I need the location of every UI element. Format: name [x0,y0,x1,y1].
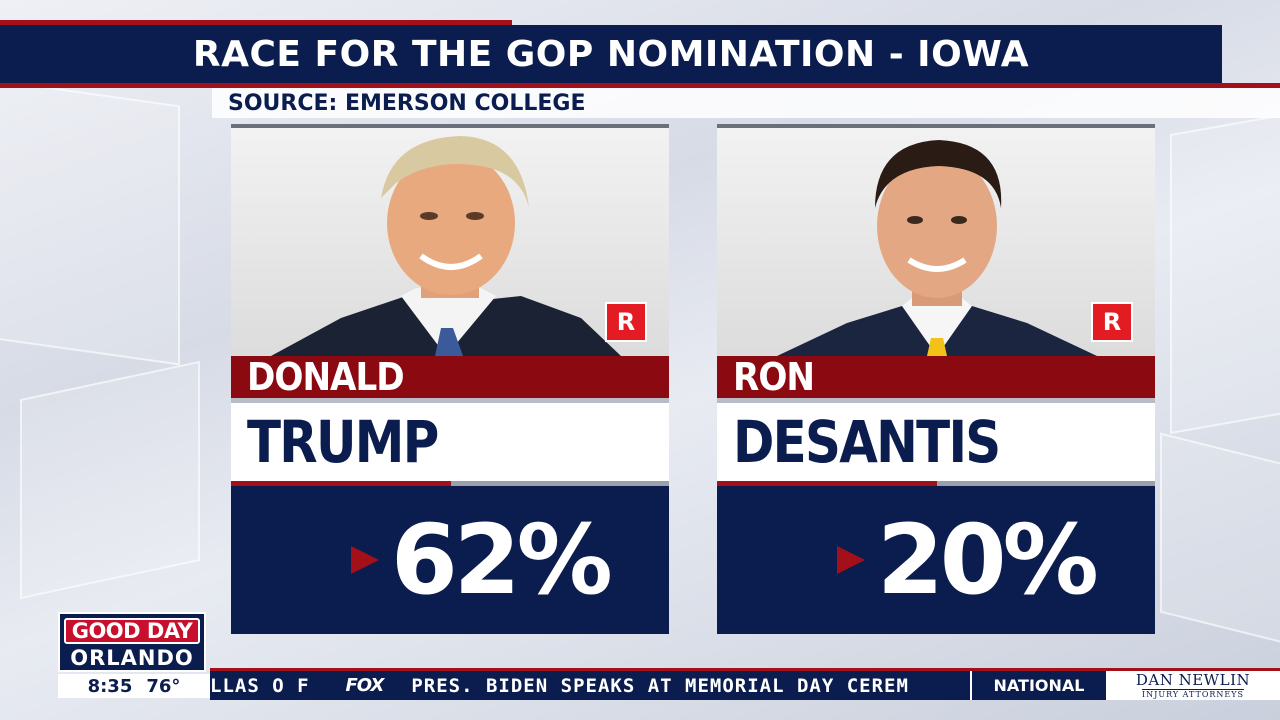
poll-percentage: 62% [391,504,613,616]
graphic-title: RACE FOR THE GOP NOMINATION - IOWA [0,25,1222,83]
name-divider [231,398,669,403]
candidate-photo-trump: R [231,128,669,356]
card-top-line [231,124,669,128]
party-badge-republican: R [605,302,647,342]
network-logo: FOX [345,675,385,696]
percent-divider [231,481,669,486]
candidate-last-name-text: DESANTIS [733,408,1001,476]
clock-time: 8:35 [87,675,133,697]
station-logo: GOOD DAY ORLANDO [58,612,206,672]
percent-divider-accent [717,481,937,486]
candidate-photo-desantis: R [717,128,1155,356]
time-weather-bar: 8:35 76° [58,674,210,698]
percent-divider [717,481,1155,486]
background-panel [1160,432,1280,648]
play-arrow-icon [837,546,865,574]
card-top-line [717,124,1155,128]
title-accent-line [0,20,512,25]
candidate-first-name: DONALD [231,355,669,399]
sponsor-subtitle: INJURY ATTORNEYS [1141,688,1245,699]
ticker-headline: PRES. BIDEN SPEAKS AT MEMORIAL DAY CEREM [411,674,909,697]
candidate-last-name: TRUMP [231,403,669,481]
background-panel [1170,105,1280,435]
ticker-accent-line [210,668,1280,671]
background-panel [0,74,180,366]
play-arrow-icon [351,546,379,574]
candidate-card-desantis: R RON DESANTIS 20% [717,124,1155,634]
poll-percentage: 20% [877,504,1099,616]
candidate-card-trump: R DONALD TRUMP 62% [231,124,669,634]
candidate-first-name: RON [717,355,1155,399]
sponsor-logo: DAN NEWLIN INJURY ATTORNEYS [1106,671,1280,700]
ticker-previous-fragment: LLAS O F [210,674,310,697]
logo-line-1: GOOD DAY [64,618,200,644]
temperature: 76° [146,675,181,697]
news-ticker: LLAS O F FOX PRES. BIDEN SPEAKS AT MEMOR… [210,671,970,700]
party-badge-republican: R [1091,302,1133,342]
name-divider [717,398,1155,403]
candidate-last-name: DESANTIS [717,403,1155,481]
logo-line-2: ORLANDO [70,646,194,670]
background-panel [20,360,200,600]
poll-result-box: 20% [717,486,1155,634]
poll-result-box: 62% [231,486,669,634]
ticker-category: NATIONAL [970,671,1106,700]
percent-divider-accent [231,481,451,486]
candidate-last-name-text: TRUMP [247,408,439,476]
title-underline [0,83,1280,88]
sponsor-name: DAN NEWLIN [1135,670,1251,689]
source-label: SOURCE: EMERSON COLLEGE [212,88,1280,118]
